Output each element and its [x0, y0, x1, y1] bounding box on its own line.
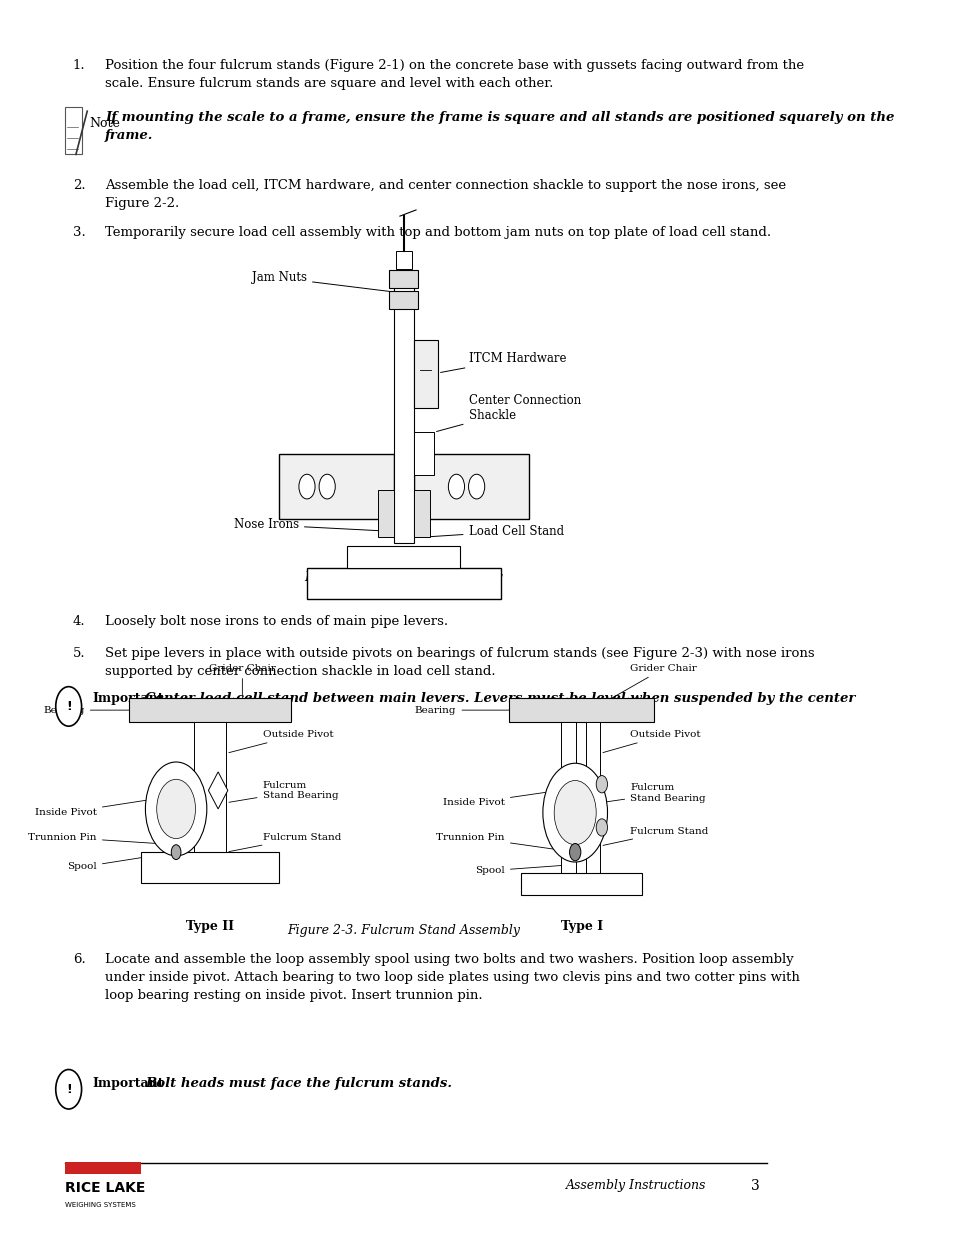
Text: ITCM Hardware: ITCM Hardware [440, 352, 565, 373]
FancyBboxPatch shape [278, 454, 394, 519]
FancyBboxPatch shape [561, 722, 576, 877]
Text: 6.: 6. [72, 953, 86, 967]
Text: Type II: Type II [186, 920, 233, 934]
FancyBboxPatch shape [394, 272, 414, 543]
FancyBboxPatch shape [520, 873, 641, 895]
Text: Grider Chair: Grider Chair [209, 664, 275, 699]
Text: Figure 2-2. Load Cell Assembly: Figure 2-2. Load Cell Assembly [304, 571, 503, 584]
Text: Outside Pivot: Outside Pivot [602, 730, 700, 752]
Text: 2.: 2. [72, 179, 85, 193]
Text: 3: 3 [751, 1178, 760, 1193]
Text: Jam Nuts: Jam Nuts [252, 272, 396, 293]
Circle shape [596, 819, 607, 836]
Text: 4.: 4. [72, 615, 85, 629]
Text: WEIGHING SYSTEMS: WEIGHING SYSTEMS [65, 1202, 135, 1208]
FancyBboxPatch shape [377, 490, 394, 537]
Text: Locate and assemble the loop assembly spool using two bolts and two washers. Pos: Locate and assemble the loop assembly sp… [105, 953, 799, 1003]
Circle shape [55, 1070, 82, 1109]
Circle shape [468, 474, 484, 499]
Text: Trunnion Pin: Trunnion Pin [436, 832, 572, 852]
Text: Center Connection
Shackle: Center Connection Shackle [436, 394, 580, 431]
Text: 5.: 5. [72, 647, 85, 661]
FancyBboxPatch shape [65, 107, 82, 154]
Text: If mounting the scale to a frame, ensure the frame is square and all stands are : If mounting the scale to a frame, ensure… [105, 111, 894, 142]
Text: 1.: 1. [72, 59, 85, 73]
FancyBboxPatch shape [389, 291, 418, 309]
Text: RICE LAKE: RICE LAKE [65, 1181, 145, 1194]
FancyBboxPatch shape [141, 852, 278, 883]
Text: Nose Irons: Nose Irons [233, 519, 383, 531]
Circle shape [569, 844, 580, 861]
Circle shape [145, 762, 207, 856]
Text: Bolt heads must face the fulcrum stands.: Bolt heads must face the fulcrum stands. [145, 1077, 452, 1091]
Text: Fulcrum Stand: Fulcrum Stand [602, 826, 708, 846]
Circle shape [542, 763, 607, 862]
Text: Inside Pivot: Inside Pivot [35, 790, 207, 818]
Text: Center load cell stand between main levers. Levers must be level when suspended : Center load cell stand between main leve… [145, 692, 855, 722]
Text: Spool: Spool [475, 864, 572, 876]
Text: Fulcrum
Stand Bearing: Fulcrum Stand Bearing [229, 781, 337, 803]
FancyBboxPatch shape [347, 546, 460, 568]
Text: Figure 2-3. Fulcrum Stand Assembly: Figure 2-3. Fulcrum Stand Assembly [287, 924, 520, 937]
Polygon shape [208, 772, 228, 809]
Text: Set pipe levers in place with outside pivots on bearings of fulcrum stands (see : Set pipe levers in place with outside pi… [105, 647, 814, 678]
Text: Fulcrum
Stand Bearing: Fulcrum Stand Bearing [602, 783, 705, 803]
FancyBboxPatch shape [414, 340, 437, 408]
Text: Outside Pivot: Outside Pivot [229, 730, 333, 752]
Text: Important: Important [92, 692, 164, 705]
FancyBboxPatch shape [414, 490, 430, 537]
Text: 3.: 3. [72, 226, 86, 240]
FancyBboxPatch shape [307, 568, 500, 599]
FancyBboxPatch shape [414, 432, 434, 475]
Text: Bearing: Bearing [43, 705, 138, 715]
FancyBboxPatch shape [414, 454, 529, 519]
FancyBboxPatch shape [585, 722, 599, 877]
Text: Position the four fulcrum stands (Figure 2-1) on the concrete base with gussets : Position the four fulcrum stands (Figure… [105, 59, 803, 90]
FancyBboxPatch shape [395, 251, 412, 269]
Circle shape [596, 776, 607, 793]
Circle shape [554, 781, 596, 845]
Text: Temporarily secure load cell assembly with top and bottom jam nuts on top plate : Temporarily secure load cell assembly wi… [105, 226, 770, 240]
Text: Assembly Instructions: Assembly Instructions [565, 1179, 705, 1192]
Text: Trunnion Pin: Trunnion Pin [29, 832, 173, 845]
Text: Inside Pivot: Inside Pivot [442, 790, 556, 808]
Text: !: ! [66, 1083, 71, 1095]
FancyBboxPatch shape [508, 698, 654, 722]
Circle shape [318, 474, 335, 499]
Text: Type I: Type I [560, 920, 602, 934]
Text: Load Cell Stand: Load Cell Stand [424, 525, 563, 537]
Text: !: ! [66, 700, 71, 713]
Circle shape [156, 779, 195, 839]
Circle shape [55, 687, 82, 726]
Text: Loosely bolt nose irons to ends of main pipe levers.: Loosely bolt nose irons to ends of main … [105, 615, 448, 629]
Circle shape [298, 474, 314, 499]
Text: Assemble the load cell, ITCM hardware, and center connection shackle to support : Assemble the load cell, ITCM hardware, a… [105, 179, 785, 210]
Text: Spool: Spool [67, 852, 173, 872]
Circle shape [448, 474, 464, 499]
FancyBboxPatch shape [129, 698, 291, 722]
FancyBboxPatch shape [389, 270, 418, 288]
FancyBboxPatch shape [193, 722, 226, 852]
Text: Important: Important [92, 1077, 164, 1091]
Text: Grider Chair: Grider Chair [608, 664, 696, 700]
Circle shape [172, 845, 181, 860]
Text: Fulcrum Stand: Fulcrum Stand [229, 832, 340, 852]
Text: Note: Note [89, 117, 120, 130]
Text: Bearing: Bearing [415, 705, 517, 715]
FancyBboxPatch shape [65, 1162, 141, 1174]
